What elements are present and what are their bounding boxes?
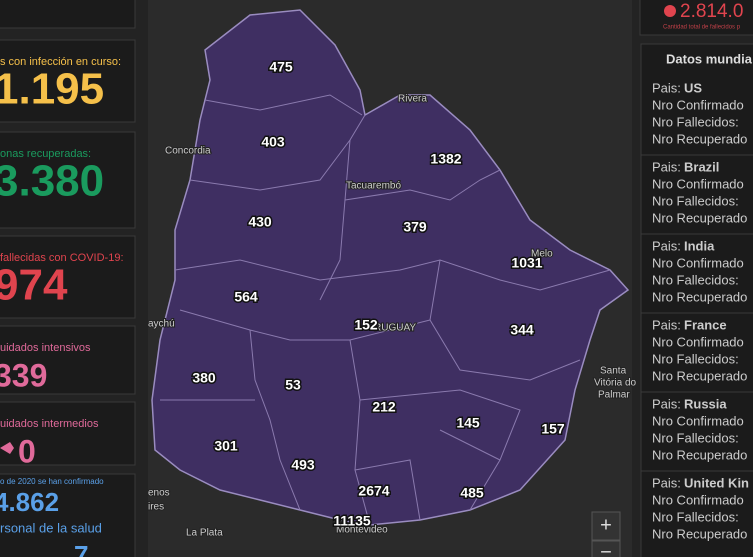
zoom-in-icon: +	[600, 514, 612, 536]
card-icon	[0, 442, 14, 454]
department-count: 1031	[511, 255, 542, 271]
place-label: enos	[148, 488, 170, 499]
department-count: 344	[510, 322, 534, 338]
card-value: 339	[0, 357, 47, 393]
country-confirmed: Nro Confirmado	[652, 97, 744, 112]
country-recovered: Nro Recuperado	[652, 210, 747, 225]
place-label: Montevideo	[336, 525, 388, 536]
place-label: Vitória do	[594, 378, 637, 389]
card-label: o de 2020 se han confirmado	[0, 477, 104, 486]
department-count: 212	[372, 399, 396, 415]
country-deaths: Nro Fallecidos:	[652, 351, 739, 366]
country-recovered: Nro Recuperado	[652, 289, 747, 304]
place-label: aychú	[148, 319, 175, 330]
card-value: 4.862	[0, 487, 59, 517]
card-value: 0	[18, 433, 36, 469]
country-confirmed: Nro Confirmado	[652, 255, 744, 270]
department-count: 380	[192, 370, 216, 386]
country-confirmed: Nro Confirmado	[652, 492, 744, 507]
card-label: onas recuperadas:	[0, 148, 91, 160]
total-value: 2.814.0	[680, 1, 743, 22]
department-count: 2674	[358, 483, 389, 499]
department-count: 403	[261, 134, 285, 150]
country-name: France	[684, 317, 727, 332]
card-value: 974	[0, 261, 68, 310]
country-deaths: Nro Fallecidos:	[652, 430, 739, 445]
card	[0, 0, 136, 29]
country-name: India	[684, 238, 715, 253]
country-label: Pais:	[652, 317, 681, 332]
country-label: Pais:	[652, 475, 681, 490]
place-label: Concordia	[165, 146, 211, 157]
place-label: ires	[148, 502, 164, 513]
country-recovered: Nro Recuperado	[652, 368, 747, 383]
country-confirmed: Nro Confirmado	[652, 413, 744, 428]
country-deaths: Nro Fallecidos:	[652, 272, 739, 287]
country-name: United Kin	[684, 475, 749, 490]
zoom-in-button[interactable]	[591, 511, 621, 541]
department-count: 430	[248, 214, 272, 230]
department-count: 485	[460, 485, 484, 501]
card-label: uidados intermedios	[0, 418, 99, 430]
card-subvalue: 7	[74, 540, 88, 557]
card-value: 3.380	[0, 157, 104, 206]
country-confirmed: Nro Confirmado	[652, 176, 744, 191]
country-confirmed: Nro Confirmado	[652, 334, 744, 349]
country-name: US	[684, 80, 702, 95]
country-label: Pais:	[652, 238, 681, 253]
total-card	[639, 0, 753, 36]
country-recovered: Nro Recuperado	[652, 526, 747, 541]
card-label: s con infección en curso:	[0, 56, 121, 68]
card-sublabel: rsonal de la salud	[0, 520, 102, 535]
country-label: Pais:	[652, 396, 681, 411]
place-label: Rivera	[398, 94, 427, 105]
zoom-out-icon: −	[600, 541, 612, 557]
department-count: 145	[456, 415, 480, 431]
card	[0, 131, 136, 229]
country-name: Russia	[684, 396, 727, 411]
card	[0, 401, 136, 466]
card	[0, 325, 136, 395]
total-caption: Cantidad total de fallecidos p	[663, 25, 741, 31]
department-count: 379	[403, 219, 427, 235]
place-label: Melo	[531, 249, 553, 260]
card-label: fallecidas con COVID-19:	[0, 252, 124, 264]
country-label: Pais:	[652, 159, 681, 174]
department-count: 53	[285, 377, 301, 393]
country-deaths: Nro Fallecidos:	[652, 193, 739, 208]
department-count: 11135	[333, 513, 371, 529]
department-count: 301	[214, 438, 238, 454]
place-label: RUGUAY	[374, 323, 416, 334]
department-count: 1382	[430, 151, 461, 167]
card-label: uidados intensivos	[0, 342, 91, 354]
department-count: 152	[354, 317, 378, 333]
place-label: Tacuarembó	[346, 181, 401, 192]
country-deaths: Nro Fallecidos:	[652, 509, 739, 524]
card	[0, 473, 136, 557]
uruguay-shape	[151, 9, 630, 526]
place-label: Santa	[600, 366, 627, 377]
department-count: 475	[269, 59, 293, 75]
department-count: 493	[291, 457, 315, 473]
zoom-out-button[interactable]	[591, 540, 621, 557]
country-name: Brazil	[684, 159, 719, 174]
info-icon	[664, 5, 676, 17]
card-value: 1.195	[0, 65, 104, 114]
department-count: 157	[541, 421, 565, 437]
country-label: Pais:	[652, 80, 681, 95]
country-recovered: Nro Recuperado	[652, 131, 747, 146]
card	[0, 39, 136, 123]
country-recovered: Nro Recuperado	[652, 447, 747, 462]
world-title: Datos mundia	[666, 51, 753, 66]
card	[0, 235, 136, 319]
department-count: 564	[234, 289, 258, 305]
country-deaths: Nro Fallecidos:	[652, 114, 739, 129]
place-label: La Plata	[186, 528, 223, 539]
department-borders	[160, 94, 611, 526]
place-label: Palmar	[598, 390, 630, 401]
